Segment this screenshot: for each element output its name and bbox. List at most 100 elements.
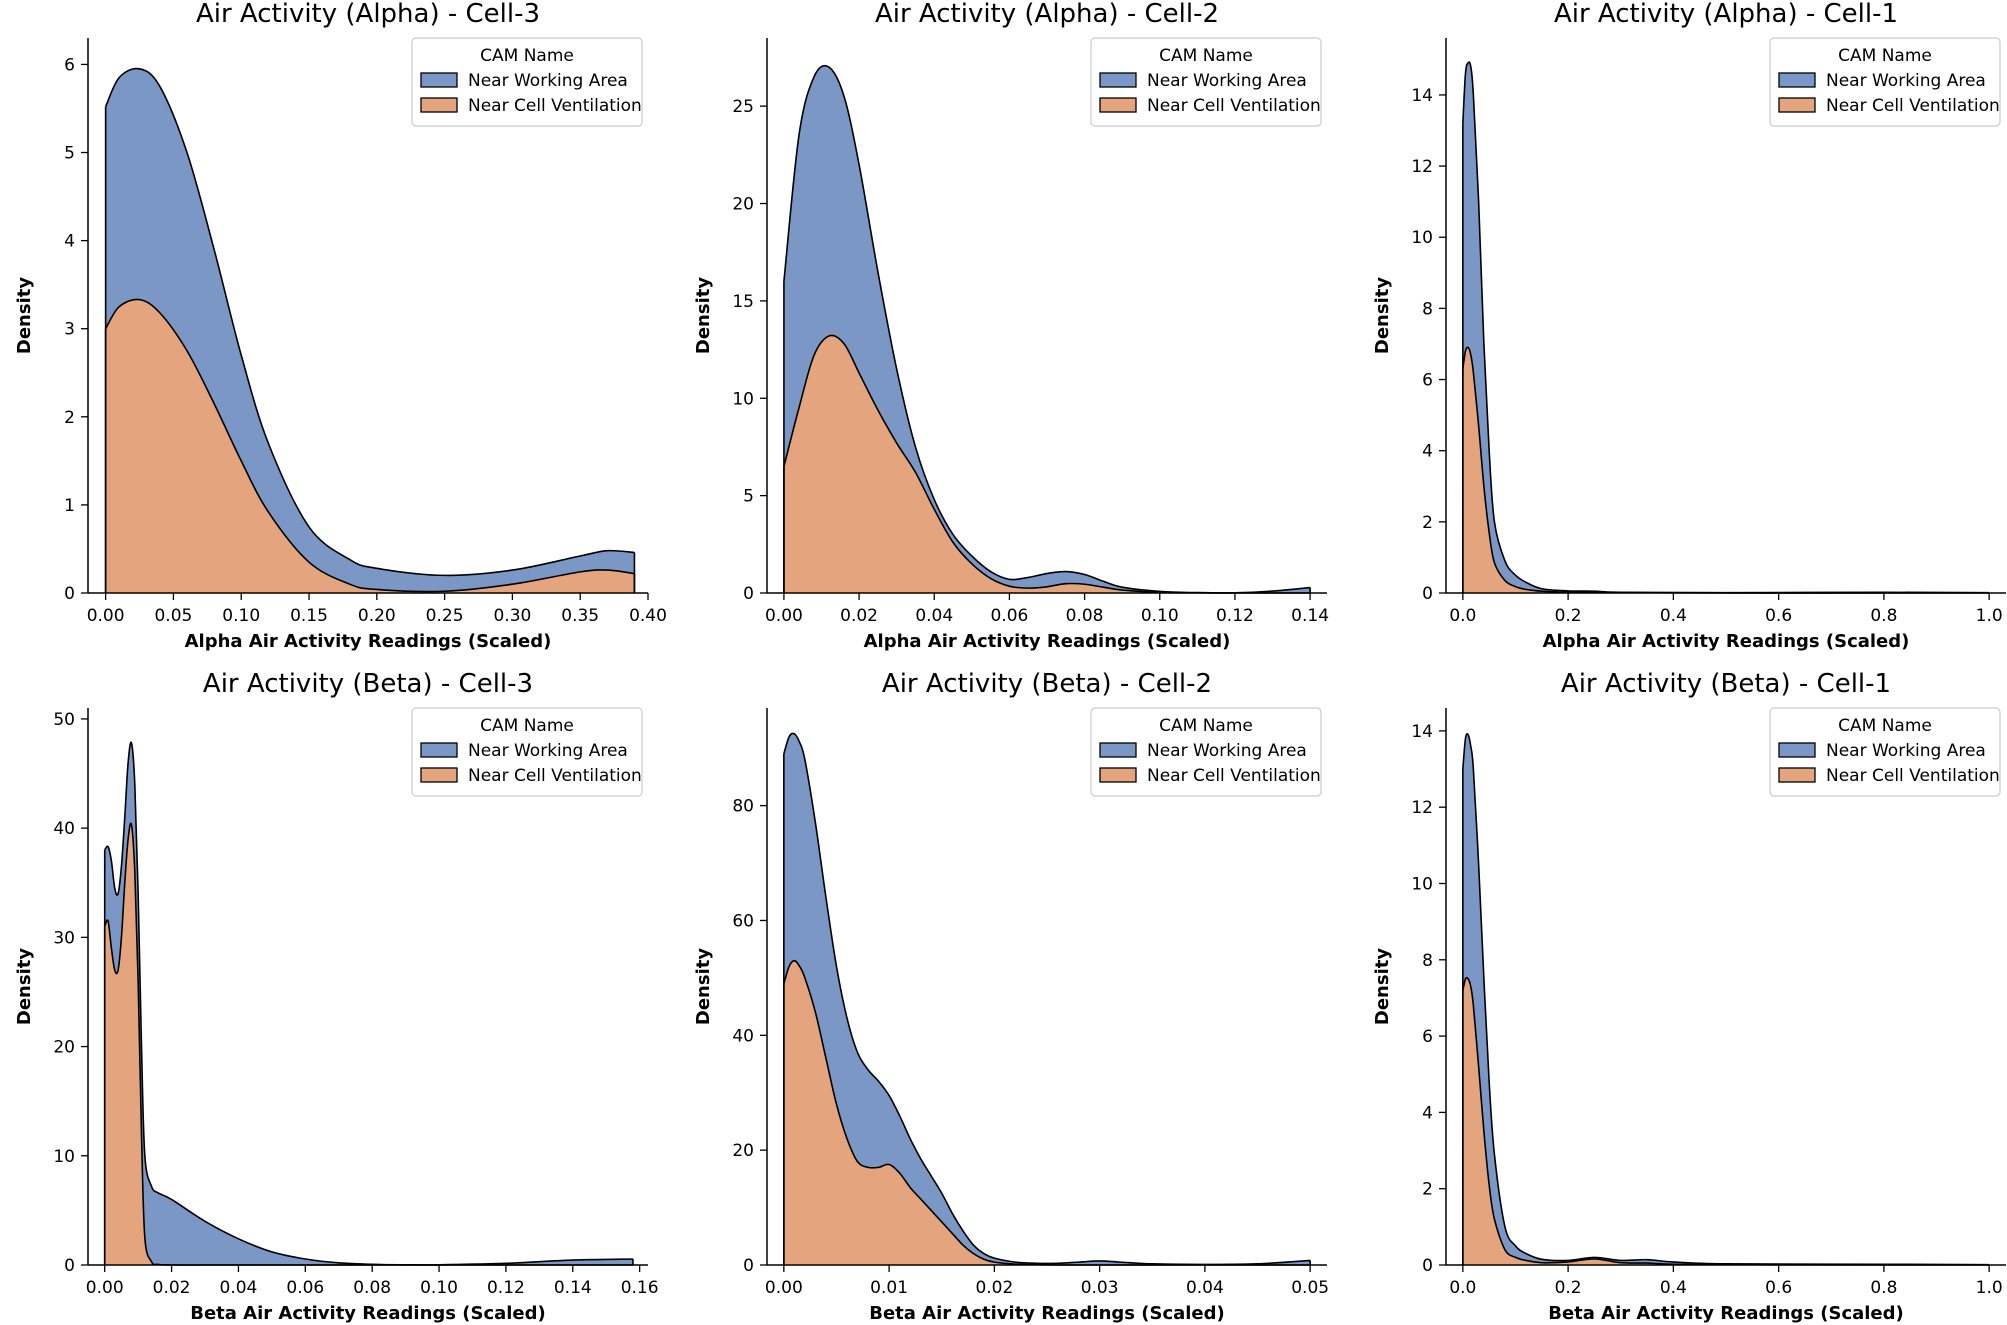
area-near-working-area [104, 742, 633, 1265]
y-axis-label: Density [14, 948, 35, 1025]
y-tick-label: 15 [732, 292, 754, 312]
x-tick-label: 0.00 [86, 1278, 124, 1298]
legend-swatch-near-working-area [420, 742, 458, 758]
x-tick-label: 0.01 [870, 1278, 908, 1298]
chart-panel-5: 0.00 0.01 0.02 0.03 0.04 0.05 0 20 40 60 80 Air Act… [693, 669, 1329, 1324]
area-near-working-area [1462, 62, 1990, 593]
legend-title: CAM Name [1838, 716, 1932, 736]
chart-title: Air Activity (Alpha) - Cell-2 [875, 0, 1219, 29]
y-tick-label: 0 [743, 584, 754, 604]
legend-frame [1090, 707, 1322, 797]
x-tick-label: 0.2 [1555, 1278, 1582, 1298]
area-near-cell-ventilation [783, 335, 1311, 594]
chart-panel-3: 0.0 0.2 0.4 0.6 0.8 1.0 0 2 4 6 8 10 12 14 Air Activit… [1372, 0, 2006, 652]
legend: CAM Name Near Working Area Near Cell Venti… [411, 37, 643, 127]
y-tick-label: 5 [64, 144, 75, 164]
chart-panel-4: 0.00 0.02 0.04 0.06 0.08 0.10 0.12 0.14 0.16 0 10 2… [14, 669, 659, 1324]
x-tick-label: 0.10 [222, 606, 260, 626]
x-tick-label: 1.0 [1976, 606, 2003, 626]
x-tick-label: 0.25 [426, 606, 464, 626]
x-tick-label: 0.04 [915, 606, 953, 626]
legend-frame [411, 37, 643, 127]
y-tick-label: 30 [53, 928, 75, 948]
legend-frame [411, 707, 643, 797]
x-axis-label: Alpha Air Activity Readings (Scaled) [864, 631, 1231, 652]
x-tick-label: 0.02 [975, 1278, 1013, 1298]
line-near-working-area [1462, 733, 1990, 1266]
area-near-cell-ventilation [105, 299, 635, 593]
x-tick-label: 0.14 [554, 1278, 592, 1298]
legend: CAM Name Near Working Area Near Cell Venti… [1090, 37, 1322, 127]
y-tick-label: 14 [1411, 722, 1433, 742]
x-tick-label: 0.8 [1870, 1278, 1897, 1298]
line-near-working-area [104, 67, 635, 577]
x-tick-label: 0.00 [765, 606, 803, 626]
x-tick-label: 0.4 [1660, 606, 1687, 626]
y-tick-label: 40 [53, 819, 75, 839]
legend: CAM Name Near Working Area Near Cell Venti… [1769, 37, 2001, 127]
y-tick-label: 0 [64, 584, 75, 604]
x-tick-label: 0.30 [493, 606, 531, 626]
x-tick-label: 0.06 [990, 606, 1028, 626]
y-tick-label: 4 [1422, 442, 1433, 462]
area-near-cell-ventilation [1462, 347, 1990, 594]
area-near-working-area [1462, 733, 1990, 1265]
x-axis-label: Beta Air Activity Readings (Scaled) [1548, 1303, 1904, 1324]
x-tick-label: 0.12 [1216, 606, 1254, 626]
y-tick-label: 8 [1422, 299, 1433, 319]
x-tick-label: 0.20 [358, 606, 396, 626]
y-tick-label: 40 [732, 1026, 754, 1046]
chart-panel-2: 0.00 0.02 0.04 0.06 0.08 0.10 0.12 0.14 0 5 10 15 20… [693, 0, 1329, 652]
x-tick-label: 0.10 [420, 1278, 458, 1298]
x-tick-label: 0.05 [154, 606, 192, 626]
y-tick-label: 12 [1411, 157, 1433, 177]
x-tick-label: 0.0 [1449, 606, 1476, 626]
x-tick-label: 0.4 [1660, 1278, 1687, 1298]
y-axis-label: Density [14, 277, 35, 354]
legend-title: CAM Name [1159, 46, 1253, 66]
area-near-cell-ventilation [783, 960, 1311, 1266]
y-axis-label: Density [693, 277, 714, 354]
chart-title: Air Activity (Beta) - Cell-2 [882, 669, 1212, 699]
y-tick-label: 25 [732, 97, 754, 117]
legend-swatch-near-working-area [420, 72, 458, 88]
y-tick-label: 0 [743, 1256, 754, 1276]
legend-swatch-near-cell-ventilation [1099, 97, 1137, 113]
x-tick-label: 0.6 [1765, 606, 1792, 626]
y-axis-label: Density [1372, 948, 1393, 1025]
legend-label: Near Cell Ventilation [1826, 96, 2000, 116]
area-near-cell-ventilation [1462, 977, 1990, 1266]
y-axis-label: Density [1372, 277, 1393, 354]
x-tick-label: 0.02 [840, 606, 878, 626]
legend-title: CAM Name [1159, 716, 1253, 736]
y-tick-label: 50 [53, 710, 75, 730]
y-tick-label: 14 [1411, 86, 1433, 106]
x-tick-label: 1.0 [1976, 1278, 2003, 1298]
x-tick-label: 0.16 [621, 1278, 659, 1298]
y-tick-label: 0 [64, 1256, 75, 1276]
x-tick-label: 0.8 [1870, 606, 1897, 626]
y-tick-label: 20 [53, 1038, 75, 1058]
x-tick-label: 0.00 [765, 1278, 803, 1298]
legend-label: Near Cell Ventilation [468, 766, 642, 786]
x-tick-label: 0.08 [353, 1278, 391, 1298]
x-tick-label: 0.35 [561, 606, 599, 626]
y-tick-label: 6 [64, 55, 75, 75]
x-tick-label: 0.15 [290, 606, 328, 626]
chart-title: Air Activity (Alpha) - Cell-1 [1554, 0, 1898, 29]
y-tick-label: 6 [1422, 1027, 1433, 1047]
x-tick-label: 0.12 [487, 1278, 525, 1298]
line-near-working-area [1462, 61, 1990, 594]
legend-frame [1769, 707, 2001, 797]
x-tick-label: 0.40 [629, 606, 667, 626]
x-tick-label: 0.0 [1449, 1278, 1476, 1298]
legend-label: Near Working Area [1826, 71, 1986, 91]
legend-label: Near Cell Ventilation [1147, 766, 1321, 786]
y-tick-label: 10 [732, 389, 754, 409]
legend-swatch-near-cell-ventilation [1778, 767, 1816, 783]
line-near-cell-ventilation [1462, 346, 1990, 594]
legend-frame [1090, 37, 1322, 127]
y-tick-label: 1 [64, 496, 75, 516]
y-tick-label: 10 [1411, 874, 1433, 894]
y-tick-label: 60 [732, 911, 754, 931]
